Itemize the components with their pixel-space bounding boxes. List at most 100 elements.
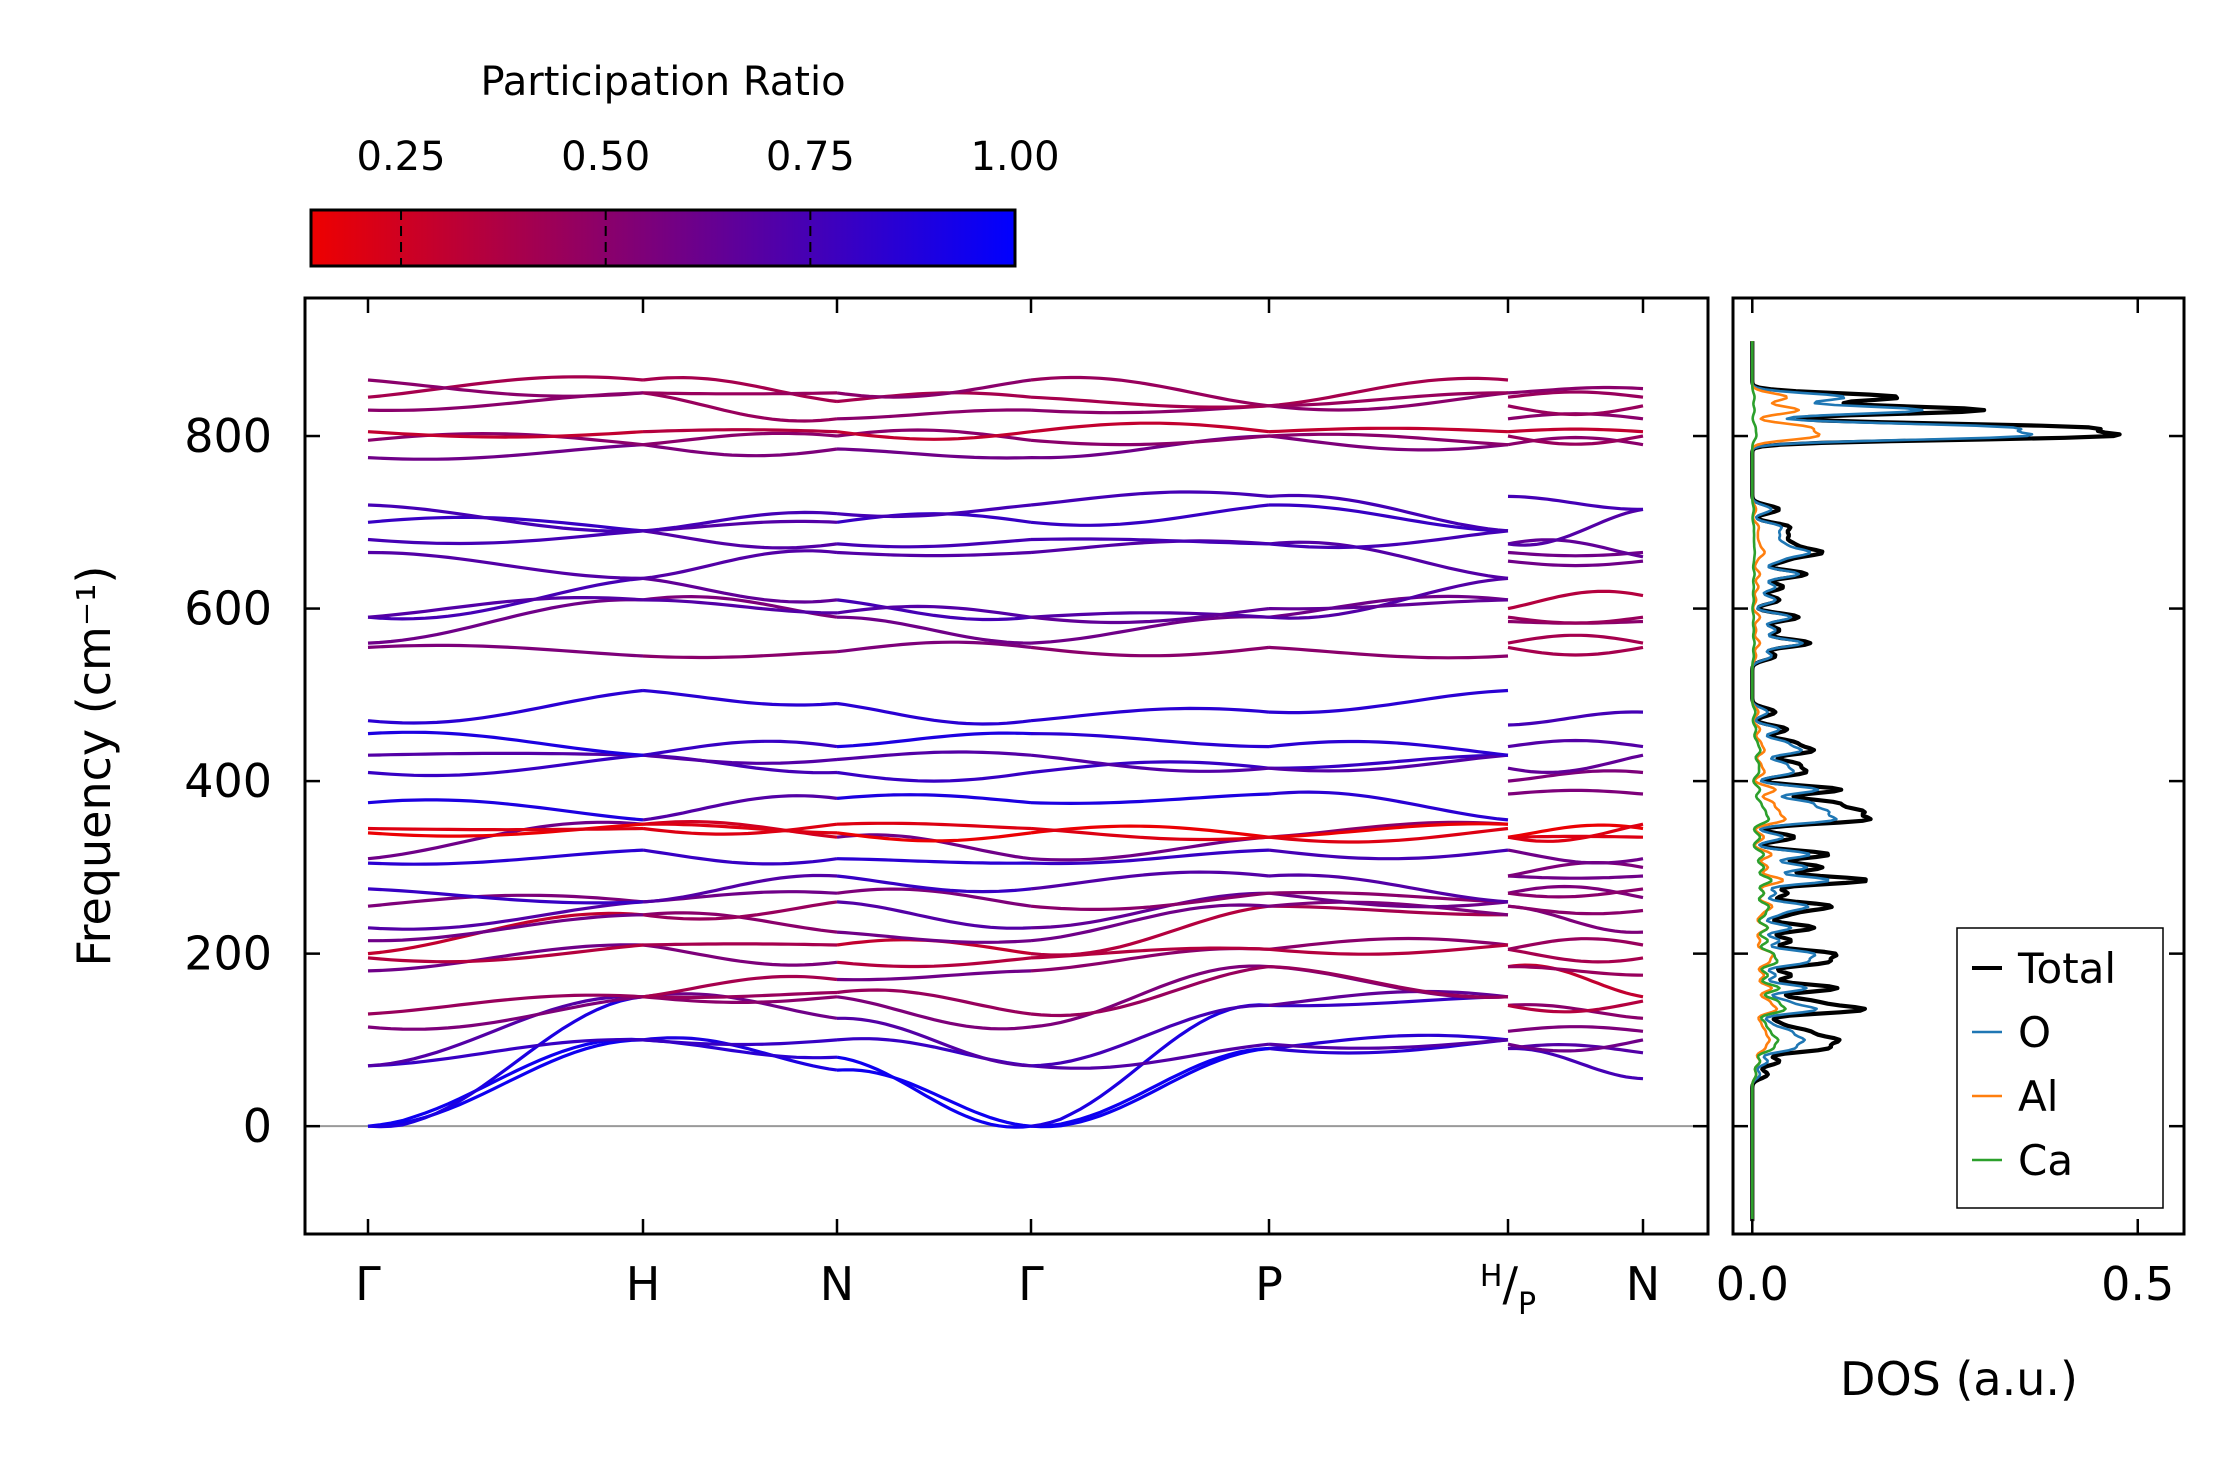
colorbar-gradient [309,208,1017,268]
band-line [1507,861,1644,878]
band-line [1507,1025,1644,1033]
band-line [1507,559,1644,568]
band-line [367,887,644,905]
band-line [836,640,1032,654]
band-line [836,874,1032,894]
band-line [1268,493,1509,533]
band-line [367,943,644,973]
band-line [367,993,644,1016]
band-line [1507,434,1644,446]
band-line [642,510,838,533]
band-line [1030,421,1270,434]
band-line [1507,1003,1644,1020]
band-line [367,900,644,931]
band-line [367,1037,644,1128]
band-line [836,995,1032,1031]
band-line [836,701,1032,726]
band-line [1030,760,1270,775]
y-tick-label: 800 [184,409,272,463]
band-line [1030,1003,1270,1128]
band-line [642,890,838,904]
band-line [367,1038,644,1068]
band-line [642,519,838,533]
band-line [367,848,644,866]
band-line [1507,550,1644,558]
y-tick-label: 0 [243,1099,272,1153]
band-line [1030,835,1270,862]
band-line [1507,589,1644,611]
band-line [1507,507,1644,547]
band-line [1269,503,1509,533]
band-line [367,550,644,580]
band-line [1030,904,1270,957]
band-line [1030,792,1270,806]
band-line [1507,947,1644,964]
band-line [836,503,1032,519]
y-axis-label: Frequency (cm⁻¹) [67,566,121,967]
band-line [836,833,1032,861]
band-line [642,391,838,423]
colorbar-tick-label: 0.25 [357,134,446,180]
band-line [1268,891,1509,909]
band-line [1268,1038,1509,1050]
band-line [836,793,1032,805]
band-line [836,550,1032,558]
band-line [642,1036,838,1072]
dos-line-ca [1751,341,1787,1222]
band-line [1268,890,1509,904]
band-line [642,753,838,765]
band-line [1030,1046,1270,1129]
band-line [1030,490,1270,507]
band-line [367,378,644,398]
band-line [1030,537,1270,546]
band-line [1268,943,1509,956]
band-line [1507,769,1644,783]
legend-label: Total [2017,944,2116,993]
x-tick-label: P [1255,1257,1283,1311]
band-line [836,930,1032,944]
band-line [367,911,644,956]
dos-axes-frame [1731,296,2186,1236]
band-line [1268,688,1509,715]
band-line [1268,576,1509,620]
band-line [367,431,644,447]
band-line [367,943,644,964]
band-line [642,549,838,580]
band-line [367,1038,644,1128]
band-line [836,537,1032,549]
band-line [1507,390,1644,399]
band-line [836,604,1032,619]
band-line [1268,848,1509,861]
band-line [1268,540,1509,580]
band-line [367,826,644,832]
band-line [1268,822,1509,839]
band-line [1507,887,1644,899]
band-line [836,900,1032,930]
band-line [1507,937,1644,951]
legend-label: O [2018,1008,2051,1057]
band-line [836,731,1032,749]
band-line [367,995,644,1129]
band-line [836,1068,1032,1128]
band-line [1030,645,1270,658]
band-line [1268,376,1509,408]
band-line [1030,848,1270,866]
band-line [367,893,644,908]
band-line [1507,753,1644,775]
band-line [367,995,644,1031]
band-line [642,848,838,866]
band-line [836,988,1032,1016]
band-line [1030,395,1270,409]
band-line [642,688,838,707]
band-line [367,820,644,861]
band-line [642,443,838,458]
legend-label: Al [2018,1072,2058,1121]
band-line [1268,904,1508,917]
band-line [1030,964,1270,1029]
band-line [367,375,644,399]
band-line [1268,645,1509,660]
band-line [836,615,1032,645]
band-line [1030,826,1270,842]
y-tick-label: 200 [184,927,272,981]
x-tick-label: Γ [1018,1257,1044,1311]
